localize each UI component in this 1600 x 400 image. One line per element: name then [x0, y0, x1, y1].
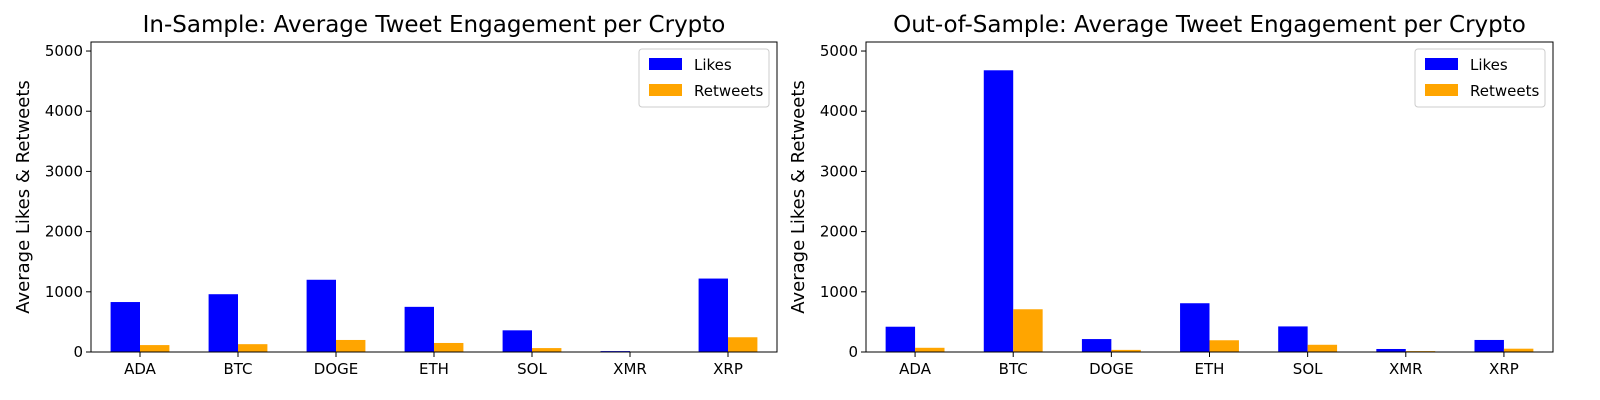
y-tick-label: 0 [848, 343, 858, 361]
y-tick-label: 3000 [820, 162, 858, 180]
bar-retweets-doge [1111, 349, 1141, 352]
bar-likes-eth [404, 306, 434, 352]
chart-title: Out-of-Sample: Average Tweet Engagement … [893, 12, 1526, 38]
y-tick-label: 1000 [820, 283, 858, 301]
chart-panel-2: Out-of-Sample: Average Tweet Engagement … [788, 12, 1554, 378]
bar-retweets-xrp [1503, 348, 1534, 352]
x-tick-label: ETH [1195, 360, 1225, 378]
y-tick-label: 1000 [45, 283, 83, 301]
legend-label-likes: Likes [1470, 56, 1508, 74]
y-tick-label: 2000 [820, 223, 858, 241]
bar-likes-sol [502, 330, 532, 352]
x-tick-label: XRP [713, 360, 743, 378]
legend-label-likes: Likes [694, 56, 732, 74]
legend-swatch-retweets [649, 84, 682, 96]
bars [110, 278, 758, 352]
x-tick-label: XMR [613, 360, 647, 378]
y-tick-label: 5000 [45, 42, 83, 60]
bar-likes-ada [885, 326, 916, 352]
bar-retweets-eth [434, 342, 464, 352]
x-tick-label: DOGE [314, 360, 358, 378]
bar-retweets-btc [1013, 309, 1043, 352]
bar-retweets-btc [238, 344, 268, 352]
x-tick-label: ADA [124, 360, 157, 378]
x-tick-label: SOL [517, 360, 547, 378]
x-tick-label: BTC [223, 360, 252, 378]
x-tick-label: XMR [1389, 360, 1423, 378]
chart-title: In-Sample: Average Tweet Engagement per … [143, 12, 726, 38]
legend: Likes Retweets [1414, 48, 1546, 108]
bar-retweets-doge [336, 339, 366, 352]
y-tick-label: 2000 [45, 223, 83, 241]
bar-likes-eth [1180, 303, 1210, 352]
legend-swatch-retweets [1425, 84, 1458, 96]
legend: Likes Retweets [638, 48, 770, 108]
legend-swatch-likes [1425, 58, 1458, 70]
y-tick-label: 5000 [820, 42, 858, 60]
y-tick-label: 4000 [45, 102, 83, 120]
bars [885, 70, 1534, 352]
bar-likes-btc [983, 70, 1014, 352]
bar-likes-xrp [1474, 339, 1504, 352]
bar-retweets-ada [140, 345, 170, 352]
y-tick-label: 3000 [45, 162, 83, 180]
y-tick-label: 0 [73, 343, 83, 361]
bar-likes-xrp [698, 278, 728, 352]
bar-likes-ada [110, 302, 140, 352]
x-tick-label: ETH [419, 360, 449, 378]
bar-likes-doge [1081, 339, 1112, 352]
chart-panel-1: In-Sample: Average Tweet Engagement per … [13, 12, 778, 378]
x-tick-label: SOL [1293, 360, 1323, 378]
bar-likes-xmr [1376, 348, 1406, 352]
bar-likes-btc [208, 294, 238, 352]
y-axis-label: Average Likes & Retweets [13, 80, 34, 314]
bar-retweets-eth [1209, 340, 1239, 352]
bar-likes-sol [1278, 326, 1308, 352]
bar-retweets-sol [532, 348, 562, 352]
y-axis-label: Average Likes & Retweets [788, 80, 809, 314]
bar-likes-doge [306, 279, 336, 352]
x-tick-label: XRP [1489, 360, 1519, 378]
legend-label-retweets: Retweets [1470, 82, 1539, 100]
legend-label-retweets: Retweets [694, 82, 763, 100]
x-tick-label: BTC [999, 360, 1028, 378]
bar-retweets-xrp [728, 337, 758, 352]
bar-retweets-sol [1307, 344, 1338, 352]
legend-swatch-likes [649, 58, 682, 70]
y-tick-label: 4000 [820, 102, 858, 120]
bar-retweets-ada [915, 347, 945, 352]
x-tick-label: DOGE [1089, 360, 1133, 378]
x-tick-label: ADA [899, 360, 932, 378]
